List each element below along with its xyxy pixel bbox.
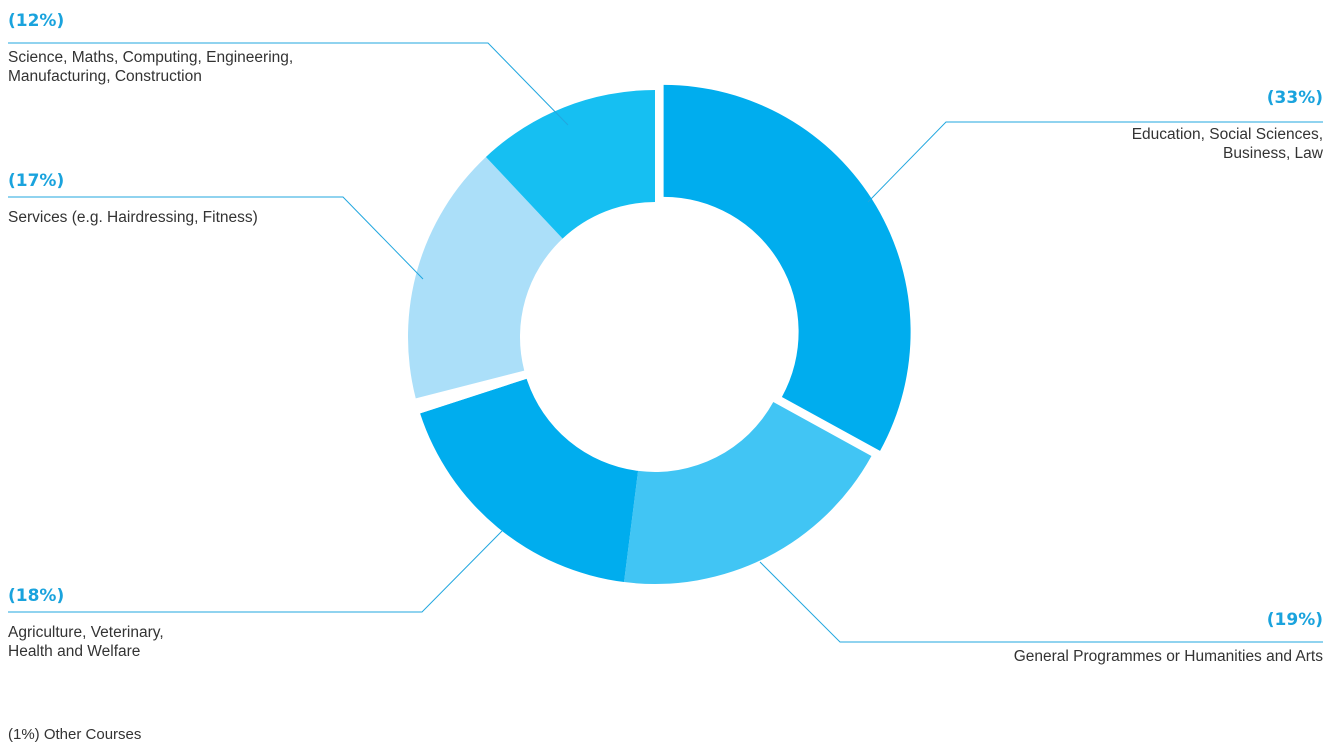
leader-line-4	[8, 196, 424, 280]
donut-slice-0	[663, 84, 911, 451]
slice-category-line: Education, Social Sciences,	[1132, 126, 1323, 143]
slice-category-line: Health and Welfare	[8, 643, 140, 660]
donut-slice-1	[624, 402, 872, 584]
slice-percent-label-1: (19%)	[1267, 610, 1323, 630]
slice-category-label-1: General Programmes or Humanities and Art…	[1014, 648, 1324, 665]
leader-line-1	[759, 561, 1323, 643]
slice-percent-label-0: (33%)	[1267, 88, 1323, 108]
labels-layer: (33%) Education, Social Sciences, Business…	[8, 11, 1324, 665]
slice-category-label-0: Education, Social Sciences, Business, Law	[1132, 126, 1324, 162]
slice-category-line: Services (e.g. Hairdressing, Fitness)	[8, 209, 258, 226]
slice-category-label-5: Science, Maths, Computing, Engineering, M…	[8, 49, 293, 85]
leader-line-2	[8, 530, 503, 613]
slice-percent-label-2: (18%)	[8, 586, 64, 606]
slice-category-line: Agriculture, Veterinary,	[8, 624, 164, 641]
slice-percent-label-5: (12%)	[8, 11, 64, 31]
slice-category-label-2: Agriculture, Veterinary, Health and Welfa…	[8, 624, 164, 660]
slice-percent-label-4: (17%)	[8, 171, 64, 191]
slice-category-line: Business, Law	[1223, 145, 1324, 162]
donut-slice-4	[408, 156, 563, 399]
slice-category-line: Manufacturing, Construction	[8, 68, 202, 85]
slice-category-line: General Programmes or Humanities and Art…	[1014, 648, 1324, 665]
slice-category-line: Science, Maths, Computing, Engineering,	[8, 49, 293, 66]
footnote-other-courses: (1%) Other Courses	[8, 726, 141, 743]
leader-line-5	[8, 42, 569, 126]
donut-slice-5	[485, 90, 655, 239]
slices-layer	[408, 84, 911, 584]
leaders-layer	[8, 42, 1323, 643]
slice-category-label-4: Services (e.g. Hairdressing, Fitness)	[8, 209, 258, 226]
donut-slice-3	[415, 370, 527, 414]
leader-line-0	[867, 121, 1323, 203]
donut-slice-2	[420, 378, 639, 583]
